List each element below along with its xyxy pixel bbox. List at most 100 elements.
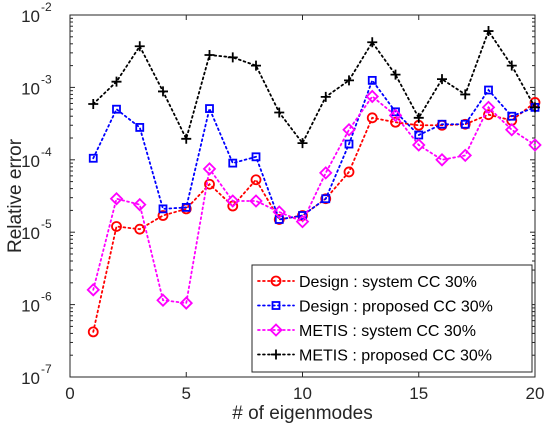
data-point: [458, 148, 473, 163]
series-2: [88, 75, 540, 224]
y-tick-label-exponent: -6: [41, 290, 52, 304]
data-point: [437, 119, 447, 129]
data-point: [506, 60, 517, 71]
y-axis-label: Relative error: [5, 138, 26, 253]
legend-item: Design : proposed CC 30%: [257, 299, 493, 316]
data-point: [484, 85, 493, 95]
data-point: [344, 75, 354, 86]
legend-box: [251, 264, 533, 373]
legend-marker: [271, 301, 281, 310]
data-point: [365, 89, 380, 104]
data-point: [251, 152, 261, 162]
data-point: [390, 69, 401, 80]
data-point: [158, 204, 168, 214]
data-point: [343, 166, 355, 178]
legend-item: Design : system CC 30%: [257, 274, 477, 291]
x-tick-label: 20: [526, 384, 545, 403]
x-tick-label: 15: [409, 384, 428, 403]
data-point: [204, 178, 215, 190]
data-point: [158, 86, 168, 97]
legend-label: Design : system CC 30%: [299, 274, 477, 291]
x-axis-ticks: 0 5 10 15 20: [65, 15, 544, 403]
data-point: [204, 50, 215, 61]
y-tick-label-base: 10: [21, 152, 40, 171]
data-point: [437, 74, 447, 85]
data-point: [530, 102, 540, 113]
series-4: [88, 26, 540, 149]
x-axis-label: # of eigenmodes: [232, 403, 373, 424]
y-tick-label-base: 10: [21, 224, 40, 243]
data-point: [228, 158, 238, 168]
x-tick-label: 10: [293, 384, 312, 403]
legend-marker: [269, 323, 283, 337]
data-point: [225, 194, 240, 208]
data-point: [481, 100, 496, 115]
data-point: [86, 283, 101, 297]
data-point: [344, 139, 354, 149]
data-point: [367, 75, 377, 85]
y-tick-label-base: 10: [21, 297, 40, 316]
data-point: [483, 109, 494, 121]
y-tick-label-exponent: -4: [41, 145, 52, 159]
legend-marker: [270, 275, 282, 287]
data-point: [134, 223, 146, 235]
x-tick-label: 0: [65, 384, 74, 403]
legend-label: METIS : proposed CC 30%: [299, 348, 492, 365]
data-point: [504, 122, 519, 137]
data-point: [111, 76, 122, 87]
data-point: [272, 205, 287, 219]
data-point: [411, 138, 426, 152]
data-point: [318, 166, 333, 180]
legend-item: METIS : system CC 30%: [257, 323, 476, 340]
y-tick-label-base: 10: [21, 7, 40, 26]
data-point: [528, 138, 542, 152]
legend: Design : system CC 30% Design : proposed …: [251, 264, 533, 373]
data-point: [250, 174, 262, 186]
series-line: [92, 29, 536, 145]
data-point: [251, 60, 261, 71]
data-point: [413, 112, 424, 123]
data-point: [156, 293, 170, 307]
data-point: [342, 122, 356, 137]
y-tick-label-exponent: -5: [41, 217, 52, 231]
data-point: [249, 194, 263, 208]
data-point: [483, 26, 494, 37]
data-point: [157, 210, 169, 221]
data-point: [297, 138, 308, 149]
data-point: [227, 52, 238, 63]
data-point: [179, 296, 194, 310]
data-point: [112, 104, 121, 114]
data-point: [132, 197, 147, 212]
data-point: [134, 41, 145, 52]
y-tick-label-exponent: -3: [41, 72, 52, 86]
data-point: [274, 215, 284, 224]
legend-label: METIS : system CC 30%: [299, 323, 476, 340]
data-point: [181, 203, 191, 212]
y-tick-label-base: 10: [21, 79, 40, 98]
y-tick-label-base: 10: [21, 369, 40, 388]
data-point: [111, 221, 122, 232]
data-point: [391, 107, 400, 117]
legend-item: METIS : proposed CC 30%: [257, 348, 492, 365]
data-point: [205, 104, 214, 113]
legend-label: Design : proposed CC 30%: [299, 299, 493, 316]
data-point: [366, 112, 378, 124]
series-3: [86, 89, 542, 310]
data-point: [320, 91, 331, 102]
y-axis-ticks: 10-710-610-510-410-310-2: [21, 0, 535, 388]
data-point: [507, 111, 517, 121]
y-tick-label-exponent: -2: [41, 0, 52, 14]
data-point: [135, 123, 145, 132]
data-point: [109, 191, 124, 206]
data-point: [88, 98, 99, 109]
data-point: [367, 37, 378, 48]
data-point: [273, 214, 285, 225]
data-point: [388, 108, 403, 123]
data-point: [274, 107, 285, 118]
data-point: [460, 89, 471, 100]
data-point: [295, 214, 310, 229]
data-point: [88, 153, 98, 163]
data-point: [87, 326, 99, 338]
series-layer: [86, 26, 542, 338]
